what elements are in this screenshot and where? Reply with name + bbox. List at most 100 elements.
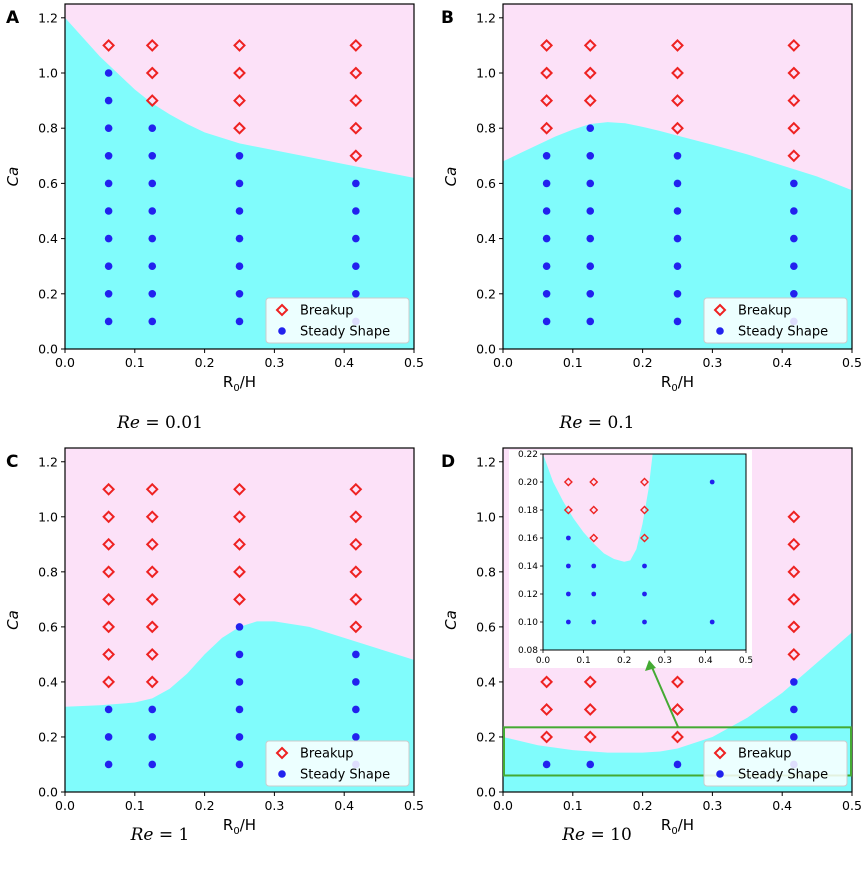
breakup-marker (102, 647, 116, 661)
steady-marker (148, 207, 157, 215)
x-tick-label: 0.3 (264, 798, 284, 813)
panel-caption: Re = 0.01 (116, 413, 203, 433)
breakup-marker (583, 94, 597, 108)
steady-marker (542, 290, 551, 298)
legend-steady-label: Steady Shape (738, 325, 828, 340)
inset-breakup-marker (640, 477, 649, 487)
axes-frame (502, 3, 853, 350)
breakup-marker (583, 730, 597, 744)
breakup-marker (540, 730, 554, 744)
steady-marker (586, 207, 595, 215)
breakup-marker (102, 565, 116, 579)
x-tick-label: 0.3 (264, 355, 284, 370)
y-tick-label: 0.8 (476, 564, 496, 579)
legend-steady-label: Steady Shape (300, 768, 390, 783)
steady-marker (790, 705, 798, 714)
y-axis-label: Ca (442, 167, 460, 187)
steady-marker (586, 124, 595, 132)
breakup-marker (583, 703, 597, 716)
steady-marker (352, 179, 360, 188)
steady-marker (673, 207, 682, 215)
steady-marker (542, 152, 551, 160)
steady-marker (235, 262, 244, 271)
steady-marker (586, 179, 595, 188)
breakup-marker (540, 675, 554, 689)
legend: Breakup Steady Shape (703, 297, 848, 344)
x-axis-label: R0/H (223, 816, 256, 837)
steady-marker (542, 234, 551, 243)
steady-marker (104, 96, 113, 105)
y-tick-label: 0.0 (38, 342, 58, 357)
legend-steady-marker (716, 770, 724, 778)
inset-x-tick-label: 0.2 (617, 656, 631, 666)
breakup-marker (145, 647, 159, 661)
y-tick-label: 0.2 (476, 729, 496, 744)
steady-marker (104, 152, 113, 160)
inset-y-tick-label: 0.10 (518, 618, 538, 628)
breakup-marker (145, 592, 159, 606)
x-tick-label: 0.5 (842, 798, 862, 813)
steady-marker (104, 234, 113, 243)
steady-marker (148, 733, 157, 741)
breakup-marker (349, 94, 363, 108)
steady-marker (673, 179, 682, 188)
x-tick-label: 0.1 (563, 798, 583, 813)
breakup-marker (540, 703, 554, 716)
x-tick-label: 0.4 (334, 355, 354, 370)
panel-letter: A (6, 8, 20, 28)
breakup-marker (145, 565, 159, 579)
steady-marker (352, 733, 360, 741)
steady-marker (542, 760, 551, 769)
steady-marker (673, 262, 682, 271)
x-axis-label: R0/H (661, 816, 694, 837)
y-axis-label: Ca (442, 610, 460, 630)
breakup-marker (102, 38, 116, 52)
steady-marker (790, 678, 798, 686)
steady-marker (673, 234, 682, 243)
inset-x-tick-label: 0.4 (698, 656, 713, 666)
steady-marker (352, 678, 360, 686)
inset-breakup-marker (640, 533, 649, 543)
panel-C: 0.0 0.1 0.2 0.3 0.4 0.5 0.0 0.2 0.4 0.6 0.8 1.0 1.2 R… (4, 447, 424, 845)
steady-marker (673, 760, 682, 769)
steady-marker (104, 290, 113, 298)
legend-breakup-label: Breakup (300, 747, 354, 762)
breakup-marker (583, 38, 597, 52)
panel-D: 0.0 0.1 0.2 0.3 0.4 0.5 0.0 0.2 0.4 0.6 0.8 1.0 1.2 R… (441, 447, 862, 845)
inset-steady-marker (591, 619, 597, 625)
x-tick-label: 0.2 (195, 798, 215, 813)
panel-letter: D (441, 452, 455, 472)
breakup-marker (145, 94, 159, 108)
inset-steady-marker (565, 563, 571, 569)
breakup-marker (671, 38, 684, 52)
x-tick-label: 0.0 (493, 798, 513, 813)
inset-x-tick-label: 0.3 (658, 656, 672, 666)
steady-marker (235, 760, 244, 769)
x-tick-label: 0.3 (702, 355, 722, 370)
breakup-marker (671, 94, 684, 108)
x-tick-label: 0.4 (772, 355, 792, 370)
panel-A: 0.0 0.1 0.2 0.3 0.4 0.5 0.0 0.2 0.4 0.6 0.8 1.0 1.2 R… (4, 3, 424, 433)
steady-marker (104, 733, 113, 741)
x-tick-label: 0.1 (125, 355, 145, 370)
inset-steady-region (543, 454, 746, 650)
y-tick-label: 0.4 (476, 674, 496, 689)
panel-caption: Re = 1 (130, 825, 190, 845)
breakup-marker (787, 121, 801, 135)
panel-letter: B (441, 8, 454, 28)
panel-B: 0.0 0.1 0.2 0.3 0.4 0.5 0.0 0.2 0.4 0.6 0.8 1.0 1.2 R… (441, 3, 862, 433)
y-tick-label: 0.0 (38, 785, 58, 800)
breakup-marker (787, 66, 801, 80)
inset-steady-marker (642, 619, 647, 625)
steady-marker (586, 290, 595, 298)
legend-breakup-marker (713, 746, 727, 760)
y-axis-label: Ca (4, 167, 22, 187)
legend-steady-marker (278, 770, 286, 778)
legend-steady-marker (716, 327, 724, 335)
zoom-box (503, 726, 852, 777)
breakup-marker (145, 620, 159, 634)
inset-breakup-marker (563, 477, 573, 487)
breakup-marker (233, 94, 246, 108)
breakup-marker (349, 565, 363, 579)
steady-marker (586, 234, 595, 243)
